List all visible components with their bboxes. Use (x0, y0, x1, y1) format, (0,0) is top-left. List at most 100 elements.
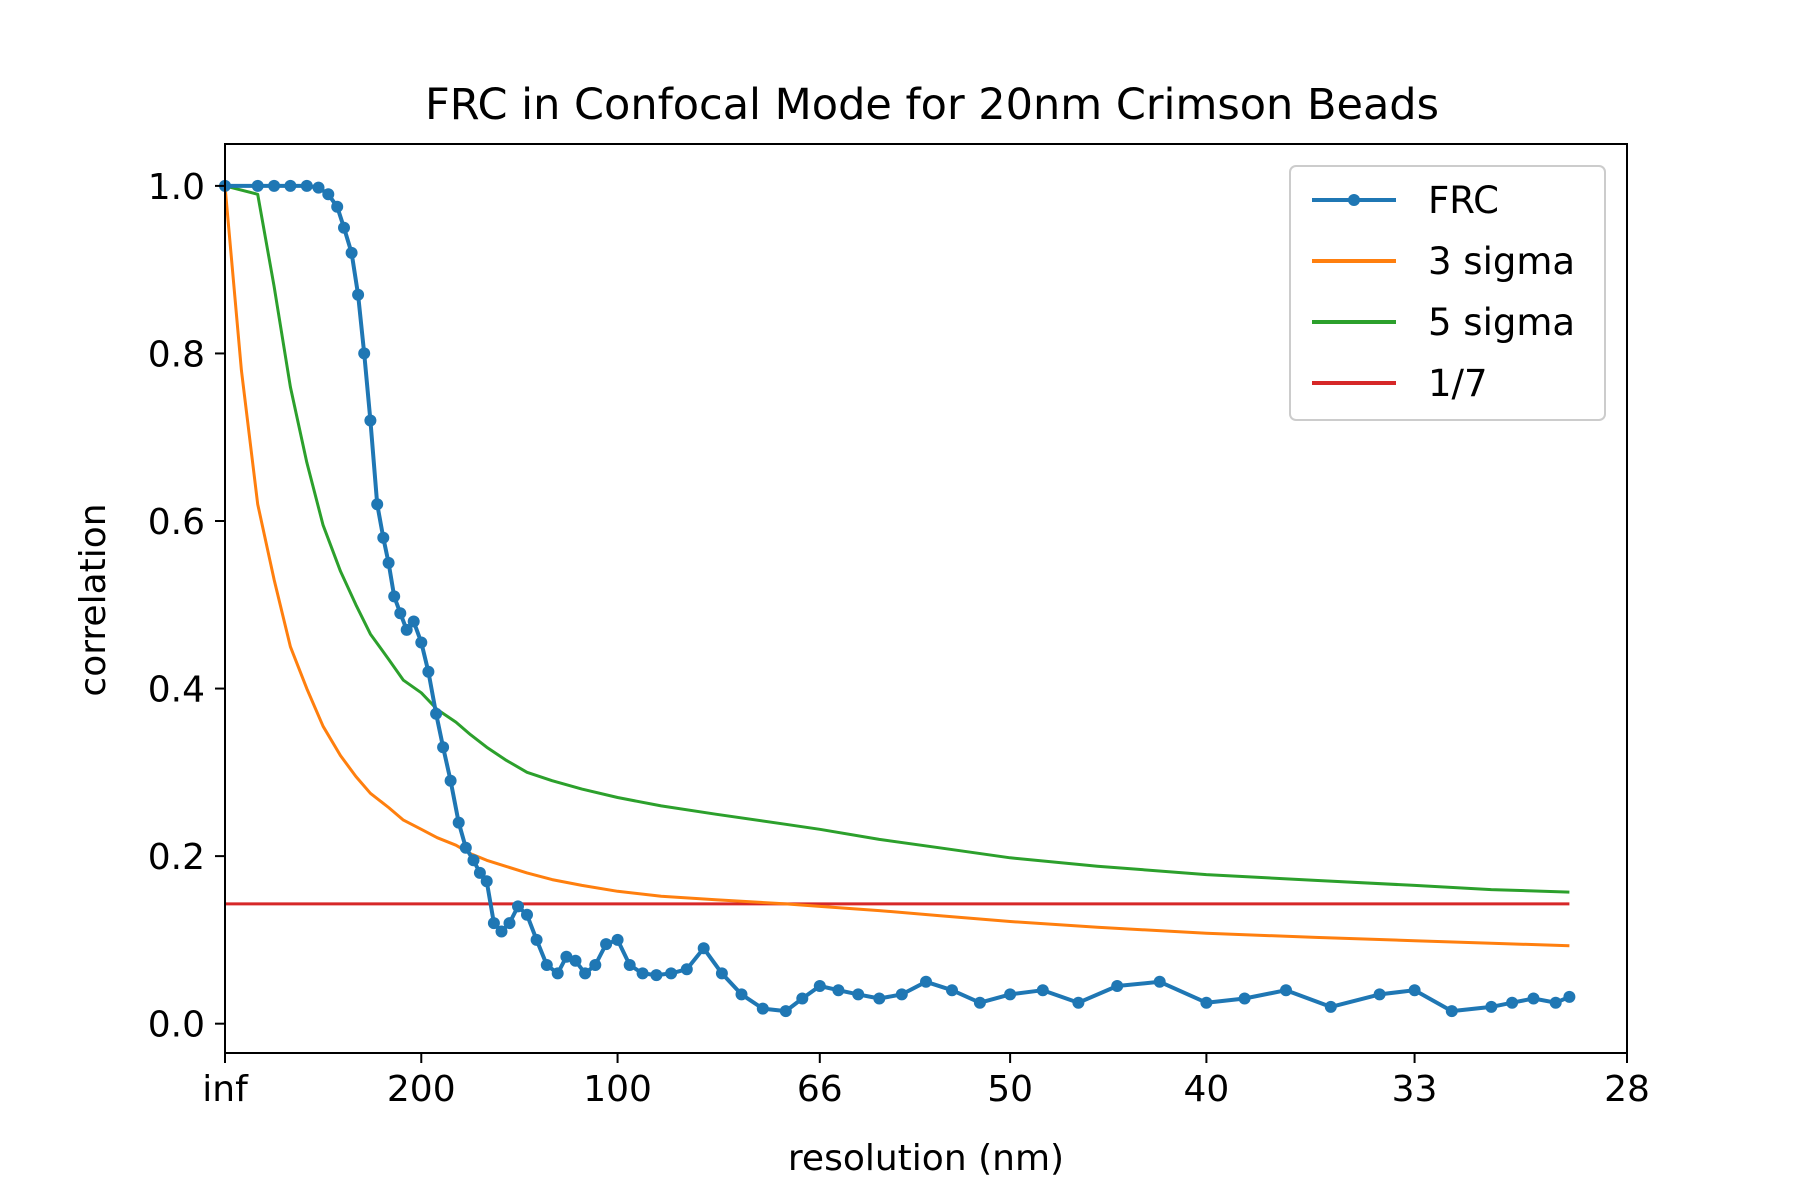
frc-point (1111, 980, 1124, 992)
frc-point (338, 221, 350, 234)
frc-point (503, 917, 516, 930)
frc-point (665, 967, 678, 980)
series-layer (219, 179, 1576, 1018)
series-frc (219, 179, 1576, 1018)
frc-point (1408, 984, 1421, 997)
legend-box (1289, 165, 1606, 421)
frc-point (322, 188, 335, 201)
frc-point (268, 179, 281, 192)
frc-point (437, 741, 450, 754)
frc-point (422, 665, 435, 678)
y-tick-label: 0.0 (148, 1005, 205, 1046)
frc-point (1563, 990, 1576, 1003)
frc-point (444, 774, 457, 787)
y-tick-label: 1.0 (148, 167, 205, 208)
frc-point (579, 967, 592, 980)
frc-point (779, 1005, 792, 1018)
frc-point (459, 841, 472, 854)
legend-label-3-sigma: 3 sigma (1428, 240, 1575, 283)
frc-point (589, 959, 602, 971)
series-5-sigma (224, 184, 1570, 894)
frc-point (251, 179, 264, 192)
frc-point (1004, 988, 1017, 1001)
frc-point (973, 996, 986, 1009)
frc-point (300, 179, 313, 192)
frc-point (452, 816, 465, 829)
x-tick-label: 100 (583, 1069, 652, 1110)
frc-point (467, 854, 480, 867)
frc-point (796, 992, 809, 1005)
legend-label-1-7: 1/7 (1428, 362, 1488, 405)
x-tick-label: 50 (987, 1069, 1033, 1110)
y-tick-label: 0.4 (148, 670, 205, 711)
frc-point (697, 942, 710, 955)
frc-point (371, 498, 384, 511)
frc-point (1324, 1000, 1337, 1013)
frc-point (735, 988, 748, 1001)
frc-point (920, 975, 932, 988)
frc-point (946, 984, 958, 997)
plot-frame (224, 143, 1628, 1054)
legend-marker-frc (1348, 194, 1360, 206)
frc-point (611, 933, 624, 946)
frc-point (473, 866, 486, 879)
frc-point (407, 615, 420, 628)
frc-point (636, 967, 649, 980)
frc-point (813, 980, 826, 992)
y-tick-label: 0.6 (148, 502, 205, 543)
frc-point (495, 925, 508, 938)
series-3-sigma (223, 185, 1570, 948)
x-axis-label: resolution (nm) (788, 1138, 1064, 1179)
frc-point (394, 607, 407, 620)
frc-point (1153, 975, 1166, 988)
y-axis: 0.0 0.2 0.4 0.6 0.8 1.0 (148, 167, 225, 1046)
frc-point (1200, 996, 1213, 1009)
frc-point (756, 1002, 769, 1015)
frc-point (1445, 1005, 1458, 1018)
frc-point (312, 181, 325, 194)
frc-point (352, 288, 365, 301)
frc-point (530, 933, 543, 946)
x-tick-label: 33 (1392, 1069, 1438, 1110)
x-tick-label: 200 (387, 1069, 456, 1110)
legend-label-5-sigma: 5 sigma (1428, 301, 1575, 344)
frc-point (832, 984, 845, 997)
chart-title: FRC in Confocal Mode for 20nm Crimson Be… (425, 80, 1439, 130)
frc-point (873, 992, 886, 1005)
frc-point (345, 246, 358, 259)
series-line-5-sigma (224, 184, 1570, 894)
y-tick-label: 0.8 (148, 334, 205, 375)
frc-point (364, 414, 377, 427)
frc-point (1506, 996, 1519, 1009)
legend-label-frc: FRC (1428, 179, 1499, 222)
y-tick-label: 0.2 (148, 837, 205, 878)
frc-point (382, 556, 395, 569)
frc-point (1072, 996, 1085, 1009)
frc-point (852, 988, 865, 1001)
frc-point (1485, 1000, 1498, 1013)
frc-point (1373, 988, 1386, 1001)
frc-point (715, 967, 728, 980)
frc-point (1238, 992, 1251, 1005)
x-axis: inf 200 100 66 50 40 33 28 (202, 1053, 1650, 1110)
frc-point (1036, 984, 1049, 997)
frc-point (551, 967, 564, 980)
frc-point (650, 969, 663, 982)
frc-point (331, 200, 344, 213)
frc-point (480, 875, 493, 888)
frc-point (415, 636, 428, 649)
frc-point (388, 590, 401, 603)
x-tick-label: inf (202, 1069, 249, 1110)
frc-point (1280, 984, 1292, 997)
frc-point (430, 707, 443, 720)
frc-point (1549, 996, 1562, 1009)
y-axis-label: correlation (73, 503, 114, 696)
frc-point (377, 531, 390, 544)
frc-point (487, 917, 500, 930)
frc-point (512, 900, 524, 913)
frc-point (540, 959, 553, 971)
x-tick-label: 28 (1604, 1069, 1650, 1110)
frc-point (560, 950, 573, 963)
frc-point (680, 963, 693, 976)
